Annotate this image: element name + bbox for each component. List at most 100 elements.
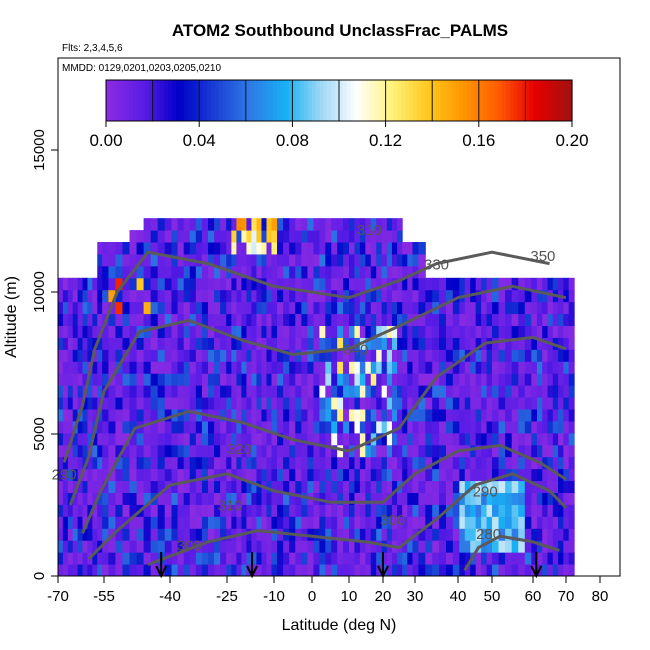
heatmap-cell [365, 456, 372, 470]
heatmap-cell [164, 218, 173, 231]
heatmap-cell [301, 301, 308, 315]
heatmap-cell [122, 552, 131, 565]
heatmap-cell [266, 432, 272, 446]
heatmap-cell [277, 528, 284, 541]
heatmap-cell [171, 564, 179, 576]
heatmap-cell [376, 218, 383, 231]
colorbar-cell [327, 80, 332, 121]
heatmap-cell [359, 230, 366, 243]
heatmap-cell [301, 420, 308, 434]
colorbar-ticks: 0.00 0.04 0.08 0.12 0.16 0.20 [89, 121, 589, 150]
heatmap-cell [547, 385, 554, 398]
heatmap-cell [475, 361, 482, 374]
heatmap-cell [266, 420, 272, 434]
heatmap-cell [425, 540, 433, 553]
heatmap-cell [177, 253, 185, 267]
x-tick-label: -10 [263, 588, 285, 605]
colorbar-cell [307, 80, 313, 121]
heatmap-cell [511, 516, 519, 529]
heatmap-cell [470, 301, 477, 315]
heatmap-cell [524, 385, 532, 398]
heatmap-cell [481, 373, 488, 386]
heatmap-cell [129, 230, 138, 243]
heatmap-cell [150, 242, 159, 255]
heatmap-cell [470, 373, 477, 386]
heatmap-cell [220, 301, 227, 315]
heatmap-cell [129, 253, 138, 267]
heatmap-cell [343, 492, 350, 505]
heatmap-cell [271, 492, 278, 505]
heatmap-cell [343, 242, 350, 255]
heatmap-cell [563, 289, 570, 303]
heatmap-cell [67, 361, 74, 374]
heatmap-cell [337, 337, 344, 350]
heatmap-cell [349, 337, 355, 350]
heatmap-cell [402, 504, 408, 517]
heatmap-cell [313, 242, 320, 255]
heatmap-cell [412, 516, 419, 529]
heatmap-cell [220, 277, 227, 291]
heatmap-cell [189, 397, 197, 410]
heatmap-cell [157, 385, 166, 398]
heatmap-cell [195, 420, 203, 434]
heatmap-cell [82, 349, 88, 362]
heatmap-cell [563, 552, 570, 565]
heatmap-cell [481, 325, 488, 338]
heatmap-cell [452, 564, 460, 576]
heatmap-cell [568, 456, 575, 470]
heatmap-cell [524, 468, 532, 482]
heatmap-cell [171, 432, 179, 446]
heatmap-cell [301, 242, 308, 255]
heatmap-cell [195, 480, 203, 494]
heatmap-cell [183, 230, 191, 243]
heatmap-cell [518, 325, 526, 338]
heatmap-cell [524, 504, 532, 517]
heatmap-cell [115, 456, 123, 470]
heatmap-cell [136, 492, 145, 505]
heatmap-cell [386, 552, 393, 565]
heatmap-cell [365, 265, 372, 279]
heatmap-cell [62, 313, 69, 327]
heatmap-cell [195, 289, 203, 303]
heatmap-cell [349, 492, 355, 505]
heatmap-cell [531, 444, 538, 458]
heatmap-cell [236, 444, 242, 458]
heatmap-cell [511, 528, 519, 541]
heatmap-cell [102, 397, 109, 410]
heatmap-cell [277, 480, 284, 494]
heatmap-cell [266, 325, 272, 338]
heatmap-cell [370, 361, 377, 374]
heatmap-cell [464, 397, 471, 410]
colorbar-cell [164, 80, 169, 121]
heatmap-cell [498, 552, 506, 565]
heatmap-cell [407, 301, 413, 315]
heatmap-cell [563, 397, 570, 410]
heatmap-cell [359, 432, 366, 446]
heatmap-cell [511, 325, 519, 338]
contour-label: 320 [227, 441, 252, 458]
heatmap-cell [325, 420, 332, 434]
heatmap-cell [349, 552, 355, 565]
heatmap-cell [365, 420, 372, 434]
heatmap-cell [177, 480, 185, 494]
heatmap-cell [164, 242, 173, 255]
heatmap-cell [183, 552, 191, 565]
heatmap-cell [150, 265, 159, 279]
heatmap-cell [231, 373, 237, 386]
heatmap-cell [129, 397, 138, 410]
heatmap-cell [359, 504, 366, 517]
heatmap-cell [319, 468, 326, 482]
heatmap-cell [307, 409, 314, 422]
heatmap-cell [511, 289, 519, 303]
heatmap-cell [157, 349, 166, 362]
heatmap-cell [67, 349, 74, 362]
heatmap-cell [271, 242, 278, 255]
heatmap-cell [531, 420, 538, 434]
heatmap-cell [129, 444, 138, 458]
heatmap-cell [365, 444, 372, 458]
heatmap-cell [62, 277, 69, 291]
heatmap-cell [289, 265, 296, 279]
heatmap-cell [171, 492, 179, 505]
heatmap-cell [236, 468, 242, 482]
heatmap-cell [365, 540, 372, 553]
